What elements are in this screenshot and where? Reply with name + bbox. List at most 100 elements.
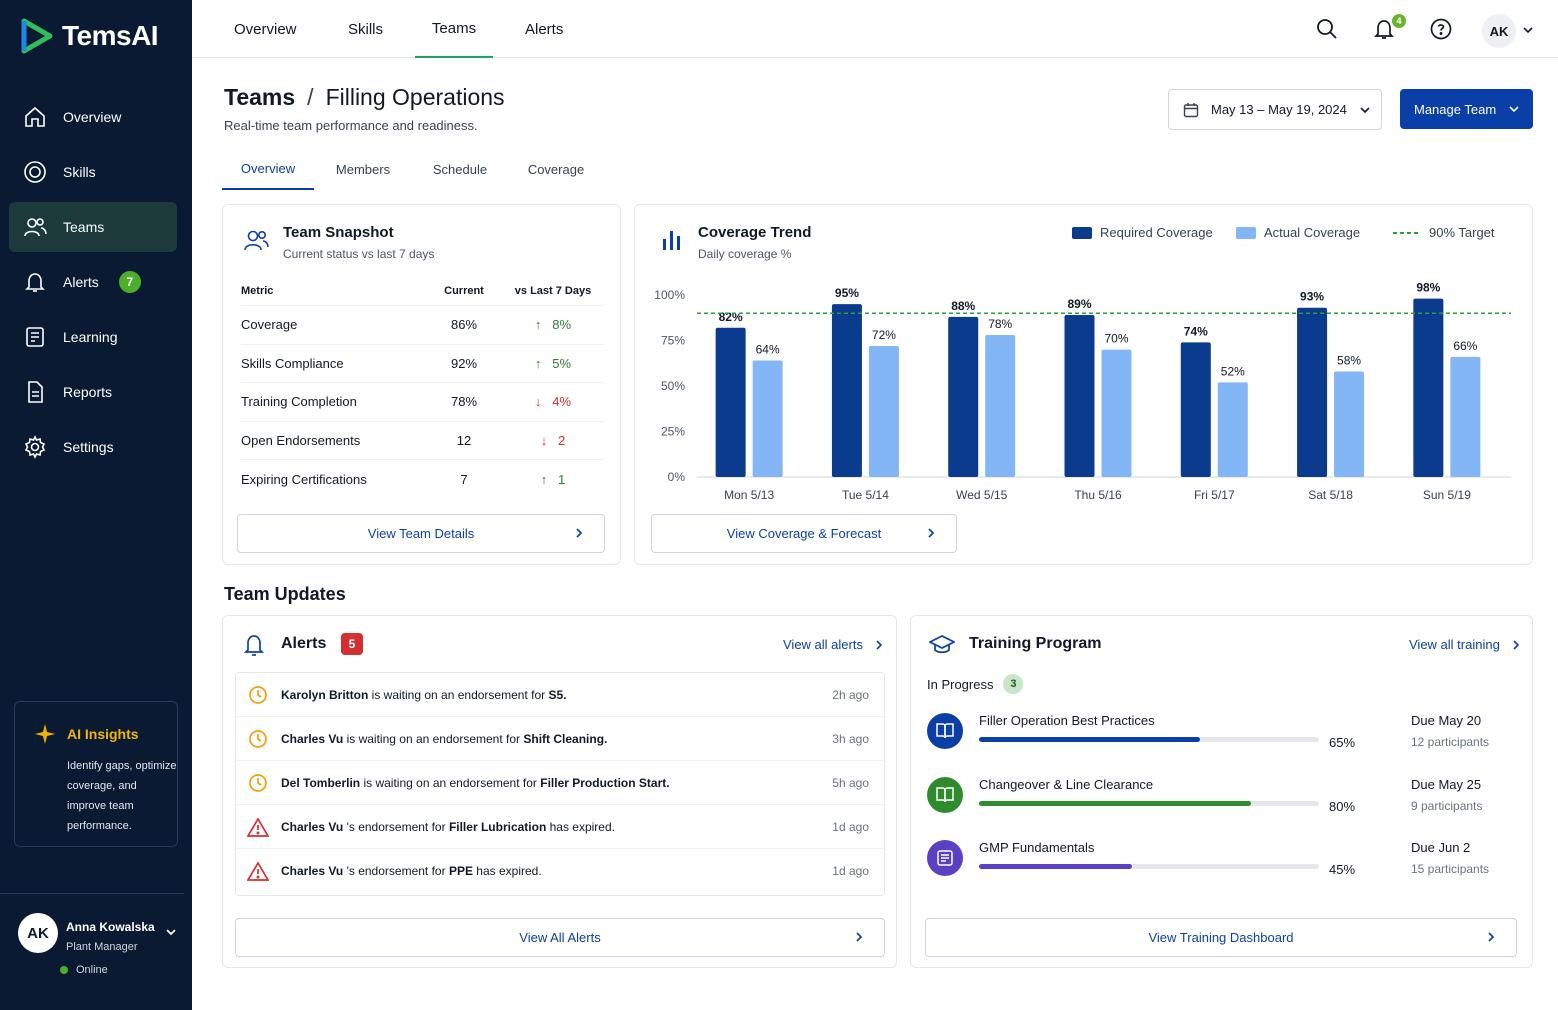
alerts-count-badge: 5: [341, 633, 363, 655]
alert-time: 5h ago: [832, 775, 869, 790]
sidebar-item-settings[interactable]: Settings: [9, 422, 177, 472]
training-program-item[interactable]: GMP Fundamentals 45% Due Jun 2 15 partic…: [927, 840, 1517, 890]
document-icon: [28, 381, 43, 403]
search-icon[interactable]: [1315, 17, 1339, 41]
training-program-item[interactable]: Filler Operation Best Practices 65% Due …: [927, 713, 1517, 763]
chevron-right-icon: [928, 528, 935, 538]
chevron-down-icon[interactable]: [1522, 24, 1534, 36]
chevron-right-icon: [576, 528, 583, 538]
snapshot-subtitle: Current status vs last 7 days: [283, 247, 435, 261]
alert-item[interactable]: Charles Vu 's endorsement for PPE has ex…: [235, 849, 885, 893]
legend-swatch: [1236, 226, 1256, 239]
book-icon: [26, 327, 44, 347]
tab-alerts[interactable]: Alerts: [525, 20, 564, 38]
sidebar-item-alerts[interactable]: Alerts 7: [9, 257, 177, 307]
tab-overview[interactable]: Overview: [234, 20, 297, 38]
breadcrumb-root[interactable]: Teams: [224, 84, 296, 110]
chevron-right-icon: [1488, 932, 1495, 942]
sidebar-item-reports[interactable]: Reports: [9, 367, 177, 417]
home-icon: [25, 106, 45, 127]
view-team-details-button[interactable]: View Team Details: [237, 514, 605, 553]
bar-required: [1064, 315, 1095, 477]
view-training-dashboard-button[interactable]: View Training Dashboard: [925, 918, 1517, 957]
notification-bell-icon[interactable]: [1372, 17, 1396, 41]
sidebar-item-teams[interactable]: Teams: [9, 202, 177, 252]
app-name: TemsAI: [62, 20, 159, 51]
bar-required: [1180, 342, 1211, 477]
data-label: 82%: [719, 310, 743, 324]
sidebar-item-label: Settings: [63, 439, 114, 455]
bar-required: [1297, 307, 1328, 477]
avatar: AK: [18, 913, 58, 953]
alert-item[interactable]: Charles Vu is waiting on an endorsement …: [235, 717, 885, 761]
help-icon[interactable]: [1429, 17, 1453, 41]
subtab-overview[interactable]: Overview: [222, 148, 314, 190]
team-updates-title: Team Updates: [224, 584, 346, 604]
training-program-item[interactable]: Changeover & Line Clearance 80% Due May …: [927, 777, 1517, 827]
sidebar-item-overview[interactable]: Overview: [9, 92, 177, 142]
alert-item[interactable]: Del Tomberlin is waiting on an endorseme…: [235, 761, 885, 805]
skills-icon: [24, 161, 46, 183]
clock-icon: [249, 729, 267, 748]
breadcrumb: Teams / Filling Operations: [224, 84, 505, 111]
bar-actual: [1217, 382, 1248, 477]
progress-fill: [979, 864, 1132, 869]
view-all-alerts-link[interactable]: View all alerts: [783, 637, 885, 652]
data-label: 98%: [1416, 281, 1440, 295]
y-tick-label: 100%: [654, 288, 685, 302]
bar-required: [948, 316, 979, 477]
tab-teams[interactable]: Teams: [415, 0, 493, 58]
subtab-schedule[interactable]: Schedule: [432, 161, 488, 177]
user-avatar[interactable]: AK: [1482, 14, 1516, 48]
alerts-list: [235, 672, 885, 896]
bar-required: [715, 327, 746, 477]
warning-icon: [247, 861, 269, 881]
progress-bar: [979, 864, 1319, 869]
program-participants: 9 participants: [1411, 799, 1483, 813]
data-label: 72%: [872, 328, 896, 342]
program-percent: 45%: [1329, 862, 1356, 877]
subtab-members[interactable]: Members: [335, 161, 391, 177]
snapshot-table: Metric Current vs Last 7 Days Coverage 8…: [241, 277, 605, 499]
app-logo[interactable]: TemsAI: [20, 18, 159, 54]
program-participants: 12 participants: [1411, 735, 1490, 749]
date-range-picker[interactable]: May 13 – May 19, 2024: [1168, 89, 1382, 130]
team-snapshot-card: Team Snapshot Current status vs last 7 d…: [222, 204, 621, 565]
bar-required: [831, 304, 862, 477]
sidebar-item-skills[interactable]: Skills: [9, 147, 177, 197]
online-status: Online: [60, 964, 108, 976]
data-label: 70%: [1104, 332, 1128, 346]
view-coverage-forecast-button[interactable]: View Coverage & Forecast: [651, 514, 957, 553]
program-due: Due May 25: [1411, 777, 1482, 792]
sidebar-nav: Overview Skills Teams Alerts 7 Learning …: [9, 92, 177, 477]
bar-actual: [1334, 371, 1365, 477]
users-icon: [244, 230, 269, 251]
calendar-icon: [1183, 102, 1199, 117]
users-icon: [24, 218, 47, 237]
tab-skills[interactable]: Skills: [348, 20, 384, 38]
sidebar-item-label: Skills: [63, 164, 96, 180]
program-participants: 15 participants: [1411, 862, 1490, 876]
subtab-coverage[interactable]: Coverage: [527, 161, 585, 177]
progress-bar: [979, 801, 1319, 806]
table-header: Metric Current vs Last 7 Days: [241, 277, 605, 306]
view-all-training-link[interactable]: View all training: [1409, 637, 1522, 652]
chevron-down-icon[interactable]: [164, 925, 178, 939]
ai-insights-card[interactable]: AI Insights Identify gaps, optimize cove…: [14, 701, 178, 847]
sidebar-item-label: Teams: [63, 219, 105, 235]
y-tick-label: 75%: [661, 334, 685, 348]
alert-item[interactable]: Karolyn Britton is waiting on an endorse…: [235, 673, 885, 717]
program-name: Filler Operation Best Practices: [979, 713, 1155, 728]
manage-team-button[interactable]: Manage Team: [1400, 89, 1533, 129]
alert-item[interactable]: Charles Vu 's endorsement for Filler Lub…: [235, 805, 885, 849]
x-tick-label: Tue 5/14: [842, 488, 889, 502]
y-tick-label: 25%: [661, 425, 685, 439]
table-row: Training Completion 78% ↓ 4%: [241, 383, 605, 422]
arrow-down-icon: ↓: [540, 432, 548, 448]
program-name: GMP Fundamentals: [979, 840, 1095, 855]
view-all-alerts-button[interactable]: View All Alerts: [235, 918, 885, 957]
page-title: Filling Operations: [325, 84, 505, 110]
clock-icon: [249, 685, 267, 704]
sidebar-item-learning[interactable]: Learning: [9, 312, 177, 362]
data-label: 58%: [1337, 353, 1361, 367]
